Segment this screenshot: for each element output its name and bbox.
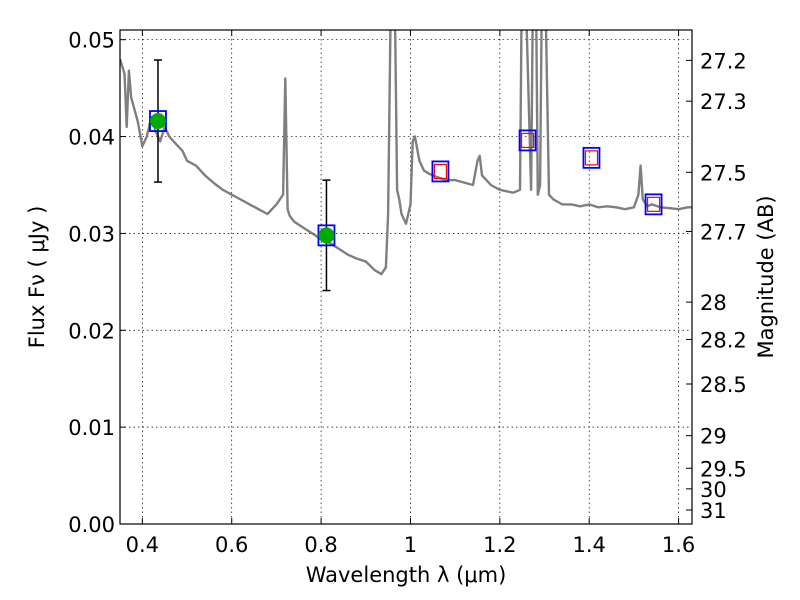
x-tick-label: 0.6 <box>215 533 248 557</box>
magnitude-axis-label: Magnitude (AB) <box>754 195 778 358</box>
red-square-marker <box>433 163 448 180</box>
spectrum-line <box>120 30 692 276</box>
magnitude-tick-label: 29.5 <box>700 457 747 481</box>
magnitude-tick-label: 28.2 <box>700 328 747 352</box>
y-tick-label: 0.04 <box>68 126 115 150</box>
x-tick-label: 1.2 <box>483 533 516 557</box>
plot-area <box>120 30 692 292</box>
magnitude-tick-label: 28.5 <box>700 373 747 397</box>
blue-square-marker <box>644 193 663 216</box>
magnitude-tick-label: 27.7 <box>700 220 747 244</box>
y-tick-label: 0.03 <box>68 222 115 246</box>
magnitude-tick-label: 27.2 <box>700 49 747 73</box>
magnitude-tick-label: 30 <box>700 478 727 502</box>
y-axis-label: Flux Fν ( μJy ) <box>25 206 49 349</box>
y-tick-label: 0.00 <box>68 513 115 537</box>
y-tick-label: 0.05 <box>68 29 115 53</box>
x-axis: 0.4 0.6 0.8 1 1.2 1.4 1.6 <box>126 30 695 557</box>
x-tick-label: 1.6 <box>662 533 695 557</box>
grid-lines <box>120 30 692 525</box>
y-tick-label: 0.01 <box>68 416 115 440</box>
magnitude-tick-label: 27.5 <box>700 161 747 185</box>
x-axis-label: Wavelength λ (μm) <box>306 563 507 587</box>
blue-square-marker <box>582 146 601 169</box>
magnitude-tick-label: 31 <box>700 499 727 523</box>
red-square-marker <box>584 150 599 166</box>
x-tick-label: 1.4 <box>573 533 606 557</box>
y-axis: 0.00 0.01 0.02 0.03 0.04 0.05 <box>68 29 126 537</box>
observed-point <box>318 227 335 244</box>
x-tick-label: 1 <box>404 533 417 557</box>
magnitude-tick-label: 29 <box>700 425 727 449</box>
x-tick-label: 0.4 <box>126 533 159 557</box>
plot-frame <box>119 29 693 525</box>
red-square-marker <box>646 196 661 212</box>
y-tick-label: 0.02 <box>68 319 115 343</box>
magnitude-tick-label: 27.3 <box>700 90 747 114</box>
magnitude-tick-label: 28 <box>700 291 727 315</box>
x-tick-label: 0.8 <box>304 533 337 557</box>
observed-point <box>149 113 166 130</box>
red-square-marker <box>520 132 535 149</box>
blue-square-marker <box>518 129 537 152</box>
blue-square-marker <box>431 160 450 183</box>
